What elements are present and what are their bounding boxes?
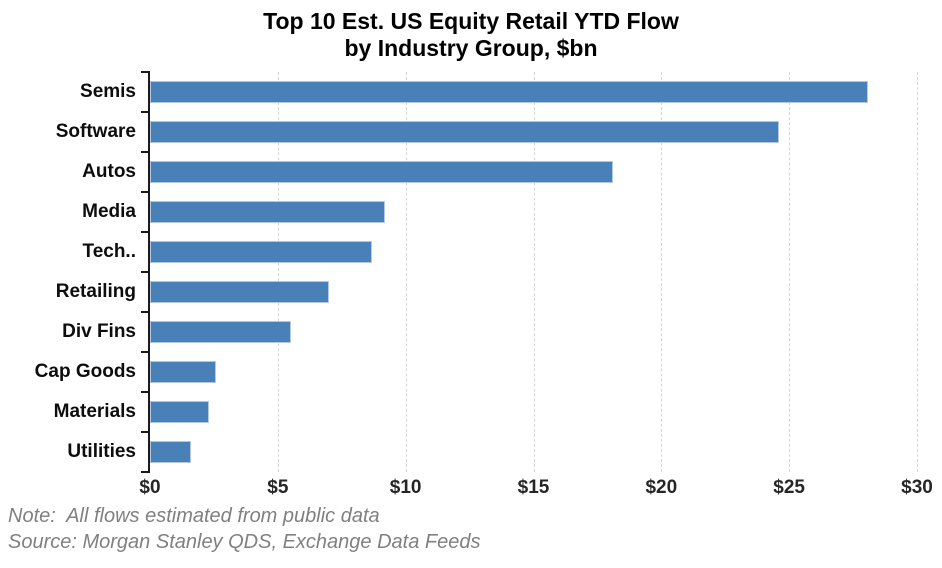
bar-media	[150, 201, 385, 223]
y-axis-tick	[141, 431, 150, 433]
category-label: Retailing	[55, 281, 136, 302]
chart-title: Top 10 Est. US Equity Retail YTD Flow by…	[0, 8, 942, 62]
x-tick-label: $5	[267, 477, 289, 498]
category-label: Media	[82, 201, 136, 222]
y-axis-tick	[141, 271, 150, 273]
bar-retailing	[150, 281, 329, 303]
x-tick-label: $20	[645, 477, 678, 498]
x-tick-label: $15	[517, 477, 550, 498]
category-label: Autos	[82, 161, 136, 182]
x-tick-label: $25	[773, 477, 805, 498]
y-axis-tick	[141, 391, 150, 393]
y-axis-tick	[141, 471, 150, 473]
gridline	[661, 72, 663, 472]
y-axis-tick	[141, 351, 150, 353]
category-label: Utilities	[67, 441, 136, 462]
note-text: Note: All flows estimated from public da…	[8, 505, 380, 527]
gridline	[917, 72, 918, 472]
x-axis-labels: $0 $5 $10 $15 $20 $25 $30	[139, 477, 942, 503]
category-label: Software	[55, 121, 136, 142]
source-text: Source: Morgan Stanley QDS, Exchange Dat…	[8, 531, 481, 553]
category-label: Div Fins	[62, 321, 136, 342]
bar-div-fins	[150, 321, 291, 343]
x-tick-label: $30	[901, 477, 933, 498]
y-axis-tick	[141, 311, 150, 313]
x-tick-label: $10	[389, 477, 422, 498]
gridline	[789, 72, 791, 472]
footnotes: Note: All flows estimated from public da…	[8, 503, 480, 555]
y-axis-labels: Semis Software Autos Media Tech.. Retailing Di…	[0, 72, 136, 472]
gridline	[533, 72, 535, 472]
y-axis-tick	[141, 111, 150, 113]
bar-semis	[150, 81, 868, 103]
bar-cap-goods	[150, 361, 216, 383]
bar-tech	[150, 241, 372, 263]
gridline	[405, 72, 407, 472]
plot-area	[141, 71, 918, 473]
y-axis-tick	[141, 71, 150, 73]
bar-materials	[150, 401, 209, 423]
category-label: Materials	[53, 401, 136, 422]
y-axis-tick	[141, 191, 150, 193]
gridline	[277, 72, 279, 472]
y-axis-tick	[141, 231, 150, 233]
bar-software	[150, 121, 779, 143]
chart-title-line2: by Industry Group, $bn	[344, 35, 598, 61]
category-label: Tech..	[82, 241, 137, 262]
bar-utilities	[150, 441, 191, 463]
bar-autos	[150, 161, 613, 183]
chart-title-line1: Top 10 Est. US Equity Retail YTD Flow	[263, 8, 679, 34]
y-axis-tick	[141, 151, 150, 153]
x-tick-label: $0	[139, 477, 161, 498]
category-label: Semis	[80, 81, 136, 102]
category-label: Cap Goods	[34, 361, 136, 382]
